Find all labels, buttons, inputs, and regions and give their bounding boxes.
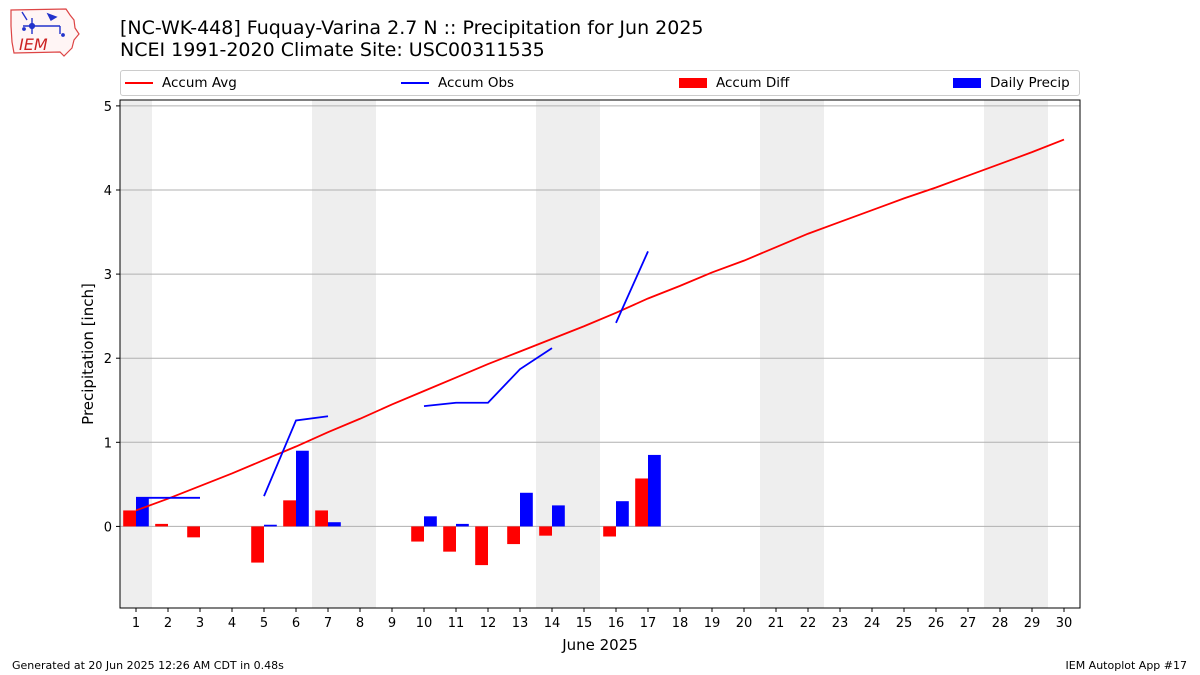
y-tick-label: 2: [104, 352, 112, 367]
plot-frame: [119, 99, 1081, 609]
accum-obs-line: [423, 347, 553, 408]
x-tick-label: 4: [228, 616, 236, 631]
x-tick-label: 23: [832, 616, 849, 631]
x-tick-label: 27: [960, 616, 977, 631]
legend-label-accum-diff: Accum Diff: [716, 75, 790, 91]
x-tick-label: 17: [640, 616, 657, 631]
y-tick-label: 0: [104, 520, 112, 535]
accum-obs-line: [615, 251, 649, 324]
x-tick-label: 26: [928, 616, 945, 631]
accum-diff-bar: [187, 526, 200, 538]
y-tick-label: 3: [104, 268, 112, 283]
x-tick-label: 15: [576, 616, 593, 631]
weather-station-icon: [21, 11, 65, 37]
accum-diff-bar: [635, 478, 648, 527]
generated-timestamp: Generated at 20 Jun 2025 12:26 AM CDT in…: [12, 659, 284, 672]
x-tick-label: 22: [800, 616, 817, 631]
x-tick-label: 6: [292, 616, 300, 631]
accum-diff-bar: [603, 526, 616, 537]
accum-obs-line: [263, 415, 329, 497]
accum-diff-bar: [443, 526, 456, 552]
weekend-shade: [344, 100, 376, 608]
accum-diff-bar: [155, 523, 168, 527]
iem-logo: IEM: [10, 8, 80, 57]
accum-diff-bar: [251, 526, 264, 563]
weekend-shade: [312, 100, 344, 608]
x-tick-label: 19: [704, 616, 721, 631]
x-tick-label: 7: [324, 616, 332, 631]
accum-diff-bar: [315, 510, 328, 527]
y-tick-label: 4: [104, 184, 112, 199]
accum-diff-bar: [123, 510, 136, 527]
x-tick-label: 2: [164, 616, 172, 631]
x-tick-label: 21: [768, 616, 785, 631]
iowa-outline-icon: [10, 8, 80, 57]
legend: Accum Avg Accum Obs Accum Diff Daily Pre…: [120, 70, 1080, 96]
legend-item-daily-precip: Daily Precip: [953, 71, 1070, 95]
weekend-shade: [568, 100, 600, 608]
autoplot-credit: IEM Autoplot App #17: [1065, 659, 1188, 672]
legend-swatch-accum-obs: [401, 82, 429, 84]
daily-precip-bar: [424, 516, 437, 527]
accum-diff-bar: [507, 526, 520, 545]
daily-precip-bar: [456, 523, 469, 527]
x-tick-label: 24: [864, 616, 881, 631]
daily-precip-bar: [520, 492, 533, 527]
legend-item-accum-diff: Accum Diff: [679, 71, 789, 95]
x-tick-label: 12: [480, 616, 497, 631]
chart-subtitle: NCEI 1991-2020 Climate Site: USC00311535: [120, 39, 545, 61]
weekend-shade: [760, 100, 792, 608]
daily-precip-bar: [264, 524, 277, 527]
legend-label-daily-precip: Daily Precip: [990, 75, 1070, 91]
daily-precip-bar: [328, 522, 341, 527]
daily-precip-bar: [648, 454, 661, 527]
x-tick-label: 28: [992, 616, 1009, 631]
daily-precip-bar: [296, 450, 309, 527]
x-tick-label: 14: [544, 616, 561, 631]
legend-item-accum-avg: Accum Avg: [125, 71, 237, 95]
y-tick-label: 1: [104, 436, 112, 451]
accum-diff-bar: [411, 526, 424, 542]
x-tick-label: 1: [132, 616, 140, 631]
x-tick-label: 20: [736, 616, 753, 631]
weekend-shade: [1016, 100, 1048, 608]
x-tick-label: 10: [416, 616, 433, 631]
x-tick-label: 8: [356, 616, 364, 631]
x-axis-label: June 2025: [561, 636, 638, 654]
legend-swatch-daily-precip: [953, 78, 981, 88]
legend-label-accum-avg: Accum Avg: [162, 75, 237, 91]
y-tick-label: 5: [104, 100, 112, 115]
accum-avg-line: [135, 138, 1065, 512]
weekend-shade: [984, 100, 1016, 608]
x-tick-label: 11: [448, 616, 465, 631]
x-tick-label: 25: [896, 616, 913, 631]
legend-label-accum-obs: Accum Obs: [438, 75, 515, 91]
accum-diff-bar: [283, 500, 296, 527]
x-tick-label: 9: [388, 616, 396, 631]
daily-precip-bar: [552, 505, 565, 527]
x-tick-label: 18: [672, 616, 689, 631]
weekend-shade: [792, 100, 824, 608]
chart-title: [NC-WK-448] Fuquay-Varina 2.7 N :: Preci…: [120, 17, 704, 39]
legend-item-accum-obs: Accum Obs: [401, 71, 514, 95]
legend-swatch-accum-diff: [679, 78, 707, 88]
accum-diff-bar: [475, 526, 488, 566]
x-tick-label: 13: [512, 616, 529, 631]
daily-precip-bar: [616, 501, 629, 527]
weekend-shade: [120, 100, 152, 608]
x-tick-label: 3: [196, 616, 204, 631]
x-tick-label: 30: [1056, 616, 1073, 631]
x-tick-label: 29: [1024, 616, 1041, 631]
y-axis-label: Precipitation [inch]: [79, 283, 97, 425]
daily-precip-bar: [136, 497, 149, 527]
x-tick-label: 16: [608, 616, 625, 631]
accum-diff-bar: [539, 526, 552, 536]
x-tick-label: 5: [260, 616, 268, 631]
legend-swatch-accum-avg: [125, 82, 153, 84]
iem-logo-text: IEM: [19, 35, 48, 54]
